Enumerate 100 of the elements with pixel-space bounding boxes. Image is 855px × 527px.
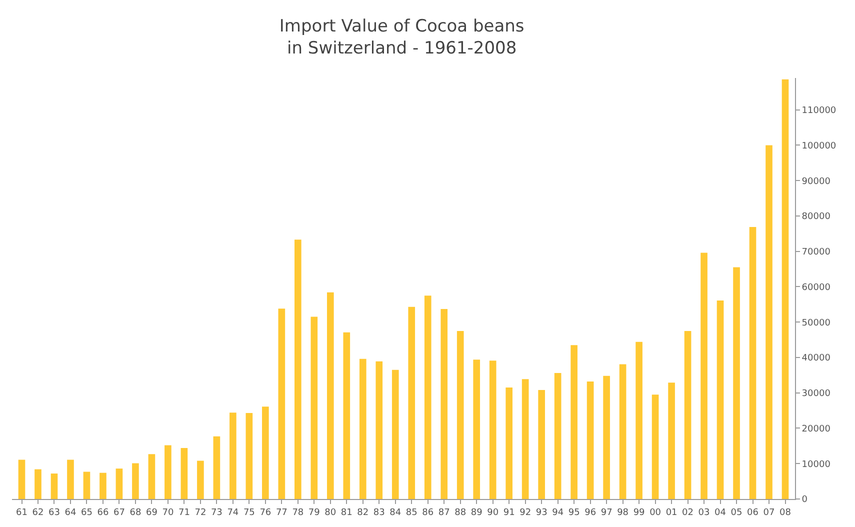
bar [489,360,496,499]
x-tick-label: 74 [227,508,239,518]
bar [197,460,204,499]
bar [278,308,286,499]
x-tick-label: 69 [146,508,158,518]
x-tick-label: 78 [292,508,304,518]
bar [668,382,675,499]
y-tick-label: 20000 [802,424,831,434]
bar [506,388,512,499]
bar [83,472,90,499]
x-tick-label: 61 [16,508,28,518]
x-tick-label: 90 [487,508,499,518]
bar [733,267,740,499]
bar [570,345,578,499]
x-tick-label: 85 [406,508,418,518]
bar [408,306,416,499]
x-tick-label: 03 [698,508,710,518]
x-tick-label: 83 [373,508,385,518]
bar [67,460,74,499]
x-tick-label: 76 [260,508,272,518]
bar [619,364,626,499]
bar [132,463,139,499]
x-tick-label: 89 [470,508,483,518]
x-tick-label: 87 [438,508,450,518]
x-tick-label: 96 [584,508,596,518]
bar [116,468,123,499]
bar [424,296,432,499]
x-tick-label: 93 [536,508,548,518]
x-tick-label: 65 [81,508,92,518]
bar [392,370,399,499]
x-tick-label: 66 [97,508,109,518]
bar [180,448,188,499]
bar [18,460,26,499]
y-tick-label: 90000 [802,176,831,187]
x-tick-label: 06 [747,508,759,518]
bar [310,316,318,499]
y-tick-label: 50000 [802,318,831,328]
x-tick-label: 84 [390,508,402,518]
bar [34,469,42,499]
y-tick-label: 70000 [802,248,831,258]
x-tick-label: 95 [568,508,580,518]
x-tick-label: 70 [162,508,174,518]
bar [50,474,58,499]
bar [716,300,724,499]
x-tick-label: 68 [130,508,142,518]
x-tick-label: 02 [682,508,694,518]
y-tick-label: 30000 [802,389,831,400]
x-tick-label: 04 [714,508,726,518]
y-tick-label: 60000 [802,282,831,293]
x-tick-label: 72 [194,508,206,518]
x-tick-label: 88 [454,508,466,518]
x-tick-label: 97 [600,508,612,518]
y-tick-label: 100000 [802,141,836,152]
bar [473,360,480,499]
bar [684,330,692,499]
x-tick-label: 80 [324,508,336,518]
y-tick-label: 0 [802,495,808,506]
x-tick-label: 86 [422,508,434,518]
bar [148,454,156,499]
bar [766,145,772,499]
bar [522,379,529,499]
x-tick-label: 79 [308,508,320,518]
x-tick-label: 08 [780,508,792,518]
x-tick-label: 67 [113,508,125,518]
bar [164,445,172,499]
bar [359,358,366,499]
x-tick-label: 75 [243,508,255,518]
bar [326,292,334,499]
bar [440,309,448,499]
x-tick-label: 82 [357,508,369,518]
y-tick-label: 80000 [802,212,831,222]
x-tick-label: 00 [650,508,662,518]
bar [586,382,594,499]
x-tick-label: 64 [64,508,76,518]
x-tick-label: 62 [32,508,44,518]
bar [294,240,302,499]
bar [782,79,789,499]
bar [246,413,253,499]
bar [343,332,350,499]
x-tick-label: 77 [276,508,288,518]
x-tick-label: 99 [633,508,646,518]
bar [213,436,220,499]
x-tick-label: 07 [763,508,775,518]
bar [652,394,659,499]
x-tick-label: 92 [520,508,532,518]
x-tick-label: 63 [48,508,60,518]
chart-title: Import Value of Cocoa beans in Switzerland - 1961-2008 [279,16,524,59]
bar [636,342,642,499]
bar [554,373,562,499]
bar [262,406,269,499]
x-tick-label: 01 [666,508,678,518]
bar [749,226,756,499]
bar [100,472,106,499]
bar [376,361,383,499]
x-tick-label: 98 [617,508,629,518]
bar [603,376,610,499]
bar [456,330,464,499]
y-tick-label: 10000 [802,460,831,470]
y-tick-label: 110000 [802,106,836,116]
y-tick-label: 40000 [802,354,831,364]
